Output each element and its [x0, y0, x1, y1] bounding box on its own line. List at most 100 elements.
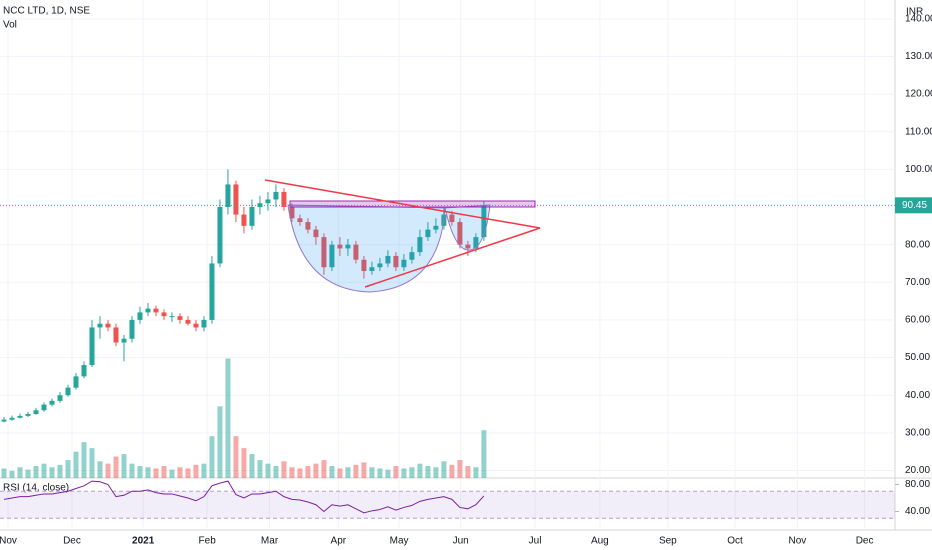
- y-tick-label: 130.00: [905, 51, 932, 62]
- volume-bar: [65, 460, 71, 478]
- rsi-tick-label: 80.00: [905, 479, 930, 490]
- candle-body: [481, 205, 487, 238]
- volume-bar: [73, 451, 79, 478]
- trend-line-upper: [264, 179, 541, 229]
- volume-bar: [393, 466, 399, 478]
- volume-bar: [193, 464, 199, 478]
- candle-body: [233, 184, 239, 215]
- y-tick-label: 30.00: [905, 427, 930, 438]
- rsi-line: [3, 480, 485, 514]
- volume-bar: [201, 463, 207, 478]
- volume-bar: [145, 467, 151, 478]
- x-tick-label: Nov: [0, 536, 17, 547]
- volume-bar: [249, 454, 255, 478]
- candle-body: [121, 338, 127, 343]
- volume-bar: [233, 436, 239, 478]
- volume-bar: [433, 467, 439, 478]
- volume-bar: [225, 358, 231, 478]
- x-tick-label: Dec: [856, 536, 874, 547]
- y-tick-label: 40.00: [905, 390, 930, 401]
- candle-body: [33, 410, 39, 415]
- volume-bar: [369, 467, 375, 478]
- volume-bar: [305, 466, 311, 478]
- candle-body: [209, 263, 215, 320]
- candle-body: [249, 207, 255, 226]
- candle-body: [353, 244, 359, 260]
- volume-bar: [481, 430, 487, 478]
- volume-label: Vol: [3, 20, 17, 31]
- candle-body: [329, 244, 335, 268]
- rsi-label: RSI (14, close): [3, 483, 69, 494]
- x-tick-label: Dec: [63, 536, 81, 547]
- candle-body: [305, 222, 311, 230]
- volume-bar: [289, 467, 295, 478]
- y-tick-label: 70.00: [905, 277, 930, 288]
- candle-body: [1, 419, 7, 422]
- drawings: [264, 179, 541, 293]
- candle-body: [433, 225, 439, 230]
- candle-body: [105, 323, 111, 328]
- volume-bar: [417, 463, 423, 478]
- trend-line-lower: [364, 227, 541, 288]
- rsi-tick-label: 40.00: [905, 506, 930, 517]
- candle-body: [65, 387, 71, 396]
- volume-bar: [361, 462, 367, 478]
- candle-body: [377, 263, 383, 268]
- volume: [1, 358, 487, 478]
- candle-body: [337, 244, 343, 249]
- x-tick-label: Oct: [727, 536, 743, 547]
- x-tick-label: Mar: [261, 536, 279, 547]
- volume-bar: [281, 461, 287, 478]
- volume-bar: [161, 466, 167, 478]
- last-price-label: 90.45: [902, 200, 927, 211]
- volume-bar: [89, 448, 95, 478]
- x-tick-label: Aug: [591, 536, 609, 547]
- candle-body: [177, 316, 183, 320]
- volume-bar: [1, 468, 7, 478]
- x-tick-label: 2021: [132, 536, 155, 547]
- candle-body: [81, 365, 87, 377]
- volume-bar: [137, 466, 143, 478]
- x-tick-label: Nov: [789, 536, 807, 547]
- y-tick-label: 80.00: [905, 239, 930, 250]
- volume-bar: [105, 463, 111, 478]
- y-tick-label: 60.00: [905, 315, 930, 326]
- volume-bar: [169, 469, 175, 478]
- candle-body: [473, 237, 479, 249]
- cup-shape: [287, 204, 446, 293]
- y-tick-label: 120.00: [905, 89, 932, 100]
- volume-bar: [41, 463, 47, 478]
- volume-bar: [441, 461, 447, 478]
- candle-body: [257, 203, 263, 208]
- x-tick-label: Sep: [659, 536, 677, 547]
- grid: [0, 0, 895, 530]
- volume-bar: [465, 466, 471, 478]
- volume-bar: [329, 466, 335, 478]
- volume-bar: [265, 463, 271, 478]
- candle-body: [185, 319, 191, 324]
- volume-bar: [321, 460, 327, 478]
- volume-bar: [257, 460, 263, 478]
- candle-body: [265, 199, 271, 204]
- volume-bar: [17, 467, 23, 478]
- currency-label: INR: [906, 7, 923, 18]
- volume-bar: [217, 406, 223, 478]
- candle-body: [25, 414, 31, 416]
- candle-body: [49, 400, 55, 405]
- candle-body: [97, 323, 103, 328]
- candle-body: [385, 255, 391, 264]
- resistance-box: [289, 200, 536, 208]
- candle-body: [449, 214, 455, 223]
- candle-body: [321, 237, 327, 268]
- volume-bar: [185, 468, 191, 478]
- volume-bar: [449, 464, 455, 478]
- volume-bar: [473, 467, 479, 478]
- candle-body: [145, 308, 151, 313]
- candle-body: [457, 222, 463, 245]
- candle-body: [73, 376, 79, 388]
- candle-body: [289, 207, 295, 219]
- volume-bar: [129, 463, 135, 478]
- volume-bar: [97, 461, 103, 478]
- chart-title: NCC LTD, 1D, NSE: [3, 6, 90, 17]
